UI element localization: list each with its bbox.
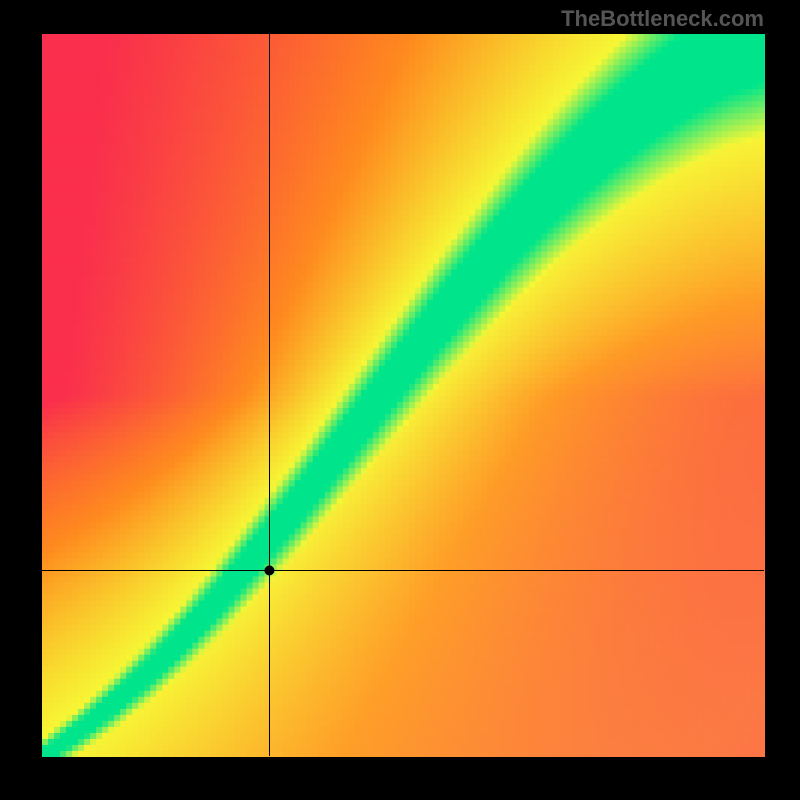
watermark-text: TheBottleneck.com [561,6,764,32]
chart-root: { "watermark": { "text": "TheBottleneck.… [0,0,800,800]
crosshair-dot-layer [0,0,800,800]
crosshair-vertical [269,34,270,756]
crosshair-horizontal [42,570,764,571]
